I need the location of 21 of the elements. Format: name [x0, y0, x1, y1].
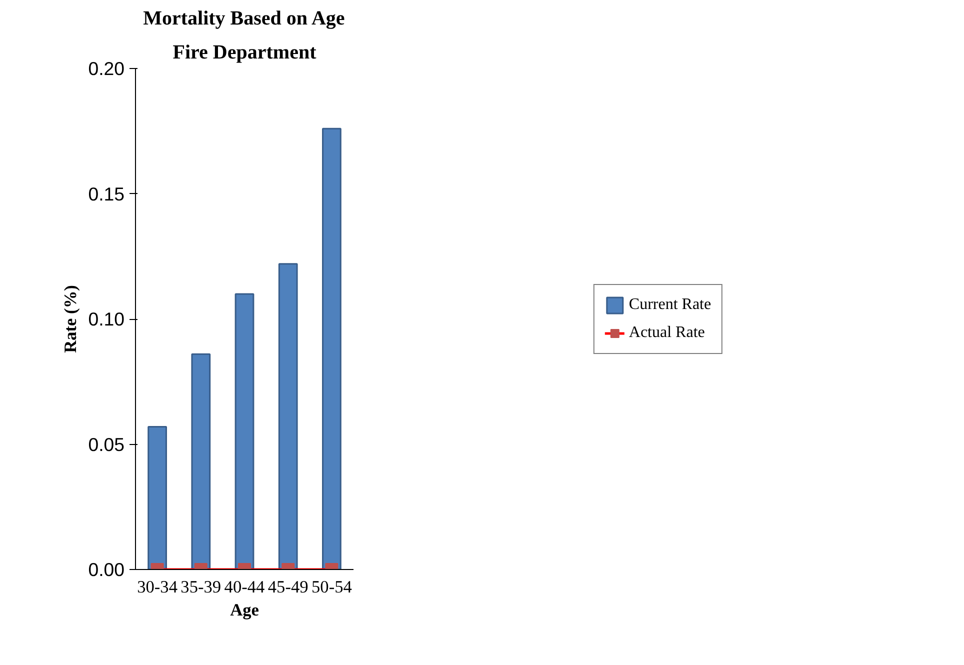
legend-label: Current Rate: [628, 296, 712, 314]
y-axis-title: Rate (%): [61, 284, 80, 353]
x-tick-label: 45-49: [268, 578, 308, 596]
legend-label: Actual Rate: [628, 324, 705, 342]
x-tick-label: 35-39: [180, 578, 222, 596]
x-tick-label: 40-44: [224, 578, 266, 596]
x-tick-label: 50-54: [311, 578, 352, 596]
y-tick-label: 0.10: [88, 308, 124, 330]
x-axis-title: Age: [230, 600, 260, 620]
chart-subtitle: Fire Department: [172, 42, 317, 64]
bar: [234, 293, 254, 570]
bar: [278, 263, 298, 570]
bar: [191, 353, 211, 570]
y-tick-label: 0.20: [88, 58, 124, 79]
y-tick-label: 0.05: [88, 434, 124, 455]
y-tick-label: 0.00: [88, 559, 124, 580]
x-tick-label: 30-34: [137, 578, 178, 596]
bar: [322, 128, 342, 570]
chart-title: Mortality Based on Age: [143, 8, 345, 30]
bar: [148, 426, 167, 570]
y-tick-label: 0.15: [88, 183, 124, 204]
